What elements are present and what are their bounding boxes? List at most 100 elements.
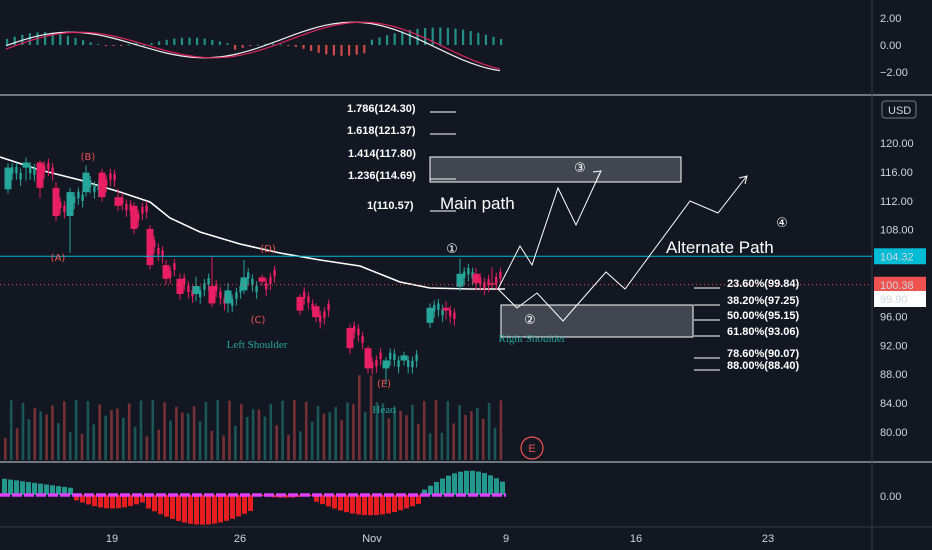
volume-bar	[458, 405, 461, 460]
bottom-histogram-bar	[176, 495, 181, 521]
volume-bar	[334, 407, 337, 460]
candle	[442, 301, 456, 326]
osc-signal-line	[5, 21, 501, 72]
candle-body	[382, 360, 390, 369]
osc-histogram-bar	[203, 38, 206, 45]
volume-bar	[393, 408, 396, 460]
fib-extension-label: 1.414(117.80)	[348, 148, 416, 160]
wave-label: (A)	[51, 253, 66, 264]
candle	[36, 158, 54, 198]
candle-body	[375, 359, 378, 367]
price-axis[interactable]: 120.00 116.00 112.00 108.00 96.00 92.00 88.00 8…	[874, 100, 926, 439]
osc-histogram-bar	[370, 39, 373, 45]
time-tick-label: 26	[234, 533, 246, 545]
osc-histogram-bar	[74, 37, 77, 45]
wave-e-label: E	[528, 443, 535, 455]
osc-histogram-bar	[272, 43, 275, 45]
volume-bar	[257, 409, 261, 460]
bottom-histogram-bar	[170, 495, 175, 519]
volume-bar	[198, 421, 202, 460]
bottom-histogram-bar	[458, 471, 463, 495]
candle-body	[488, 283, 496, 285]
price-tick-label: 96.00	[880, 311, 908, 323]
volume-bar	[281, 400, 284, 460]
left-shoulder-label: Left Shoulder	[227, 339, 288, 351]
volume-bar	[163, 402, 166, 460]
volume-bar	[210, 430, 214, 460]
bottom-histogram-bar	[8, 479, 13, 495]
time-tick-label: 9	[503, 533, 509, 545]
volume-bar	[369, 375, 373, 460]
candle-body	[162, 265, 170, 279]
fib-retracement-label: 38.20%(97.25)	[727, 295, 799, 307]
volume-bar	[387, 418, 391, 460]
candle-body	[479, 277, 482, 285]
volume-bar	[27, 419, 31, 460]
candle-body	[231, 299, 234, 306]
candle-body	[199, 290, 202, 298]
candle-body	[169, 270, 172, 278]
crosshair-price-tag	[874, 291, 926, 307]
fib-retracement-label: 78.60%(90.07)	[727, 348, 799, 360]
osc-histogram-bar	[234, 45, 237, 50]
candle-body	[235, 292, 238, 299]
candle-body	[81, 194, 84, 202]
volume-bar	[446, 401, 450, 460]
wave-label: (D)	[260, 244, 276, 255]
osc-main-line	[5, 21, 501, 70]
osc-histogram-bar	[44, 32, 47, 45]
bottom-histogram-bar	[164, 495, 169, 517]
volume-bar	[375, 402, 379, 460]
time-tick-label: 23	[762, 533, 774, 545]
volume-bar	[251, 409, 255, 460]
candle-body	[73, 196, 76, 203]
candle-body	[157, 247, 160, 255]
volume-bar	[68, 432, 72, 460]
bottom-histogram-bar	[260, 495, 265, 496]
osc-histogram-bar	[13, 36, 16, 45]
volume-bar	[169, 420, 172, 460]
volume-bar	[346, 402, 349, 460]
osc-histogram-bar	[241, 45, 244, 48]
volume-bar	[122, 417, 125, 460]
bottom-histogram-bar	[428, 485, 433, 495]
bottom-histogram-bar	[494, 478, 499, 495]
volume-bar	[352, 404, 355, 460]
moving-average	[0, 156, 505, 290]
bottom-histogram-bar	[20, 481, 25, 495]
candle-body	[437, 303, 440, 310]
bottom-histogram-bar	[476, 471, 481, 495]
osc-histogram-bar	[180, 37, 183, 45]
bottom-histogram-bar	[74, 495, 79, 501]
volume-bar	[33, 407, 37, 460]
volume-bar	[434, 400, 438, 460]
candle-body	[109, 173, 112, 180]
candle-body	[19, 172, 22, 180]
osc-histogram-bar	[104, 45, 107, 46]
bottom-histogram-bar	[218, 495, 223, 523]
fib-extension-label: 1.786(124.30)	[347, 103, 416, 115]
bottom-histogram-bar	[32, 482, 37, 495]
candle	[258, 265, 276, 296]
level-price-tag	[874, 248, 926, 265]
time-axis[interactable]: 19 26 Nov 9 16 23	[106, 533, 774, 545]
volume-bar	[493, 427, 497, 460]
volume-bar	[63, 401, 66, 460]
candle-body	[319, 315, 322, 322]
osc-histogram-bar	[393, 33, 396, 45]
bottom-histogram-bar	[482, 473, 487, 495]
osc-histogram-bar	[424, 27, 427, 45]
volume-bar	[363, 411, 367, 460]
candle-body	[145, 205, 148, 212]
candle-body	[346, 327, 354, 349]
osc-histogram-bar	[416, 28, 419, 45]
bottom-histogram-bar	[242, 495, 247, 514]
osc-histogram-bar	[28, 33, 31, 45]
bottom-histogram-bar	[416, 495, 421, 504]
volume-bar	[340, 420, 343, 460]
volume-bar	[381, 403, 385, 460]
bottom-histogram-bar	[146, 495, 151, 509]
volume-bar	[464, 414, 467, 460]
fib-retracement-label: 50.00%(95.15)	[727, 310, 799, 322]
